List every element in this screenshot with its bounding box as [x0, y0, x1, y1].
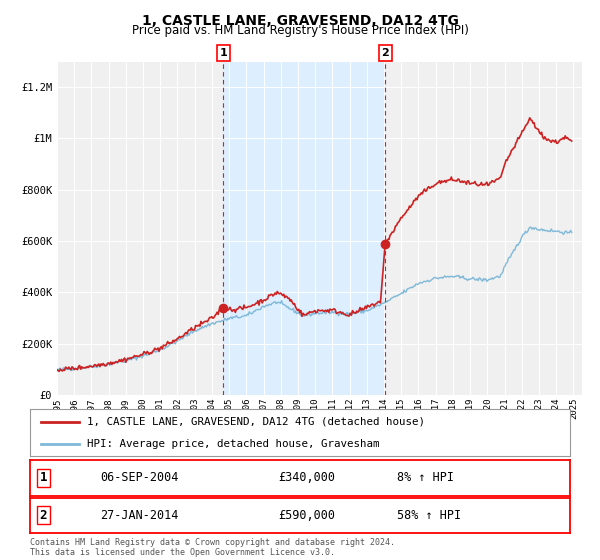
- Text: 06-SEP-2004: 06-SEP-2004: [100, 472, 179, 484]
- Text: 2: 2: [382, 48, 389, 58]
- Text: 1, CASTLE LANE, GRAVESEND, DA12 4TG (detached house): 1, CASTLE LANE, GRAVESEND, DA12 4TG (det…: [86, 417, 425, 427]
- Text: 1: 1: [40, 472, 47, 484]
- Text: £590,000: £590,000: [278, 509, 335, 522]
- Text: 2: 2: [40, 509, 47, 522]
- Text: HPI: Average price, detached house, Gravesham: HPI: Average price, detached house, Grav…: [86, 438, 379, 449]
- Text: 27-JAN-2014: 27-JAN-2014: [100, 509, 179, 522]
- Text: Contains HM Land Registry data © Crown copyright and database right 2024.
This d: Contains HM Land Registry data © Crown c…: [30, 538, 395, 557]
- Text: £340,000: £340,000: [278, 472, 335, 484]
- Text: 58% ↑ HPI: 58% ↑ HPI: [397, 509, 461, 522]
- Text: 8% ↑ HPI: 8% ↑ HPI: [397, 472, 454, 484]
- Bar: [223, 62, 385, 395]
- Text: 1: 1: [220, 48, 227, 58]
- Text: 1, CASTLE LANE, GRAVESEND, DA12 4TG: 1, CASTLE LANE, GRAVESEND, DA12 4TG: [142, 14, 458, 28]
- Text: Price paid vs. HM Land Registry's House Price Index (HPI): Price paid vs. HM Land Registry's House …: [131, 24, 469, 37]
